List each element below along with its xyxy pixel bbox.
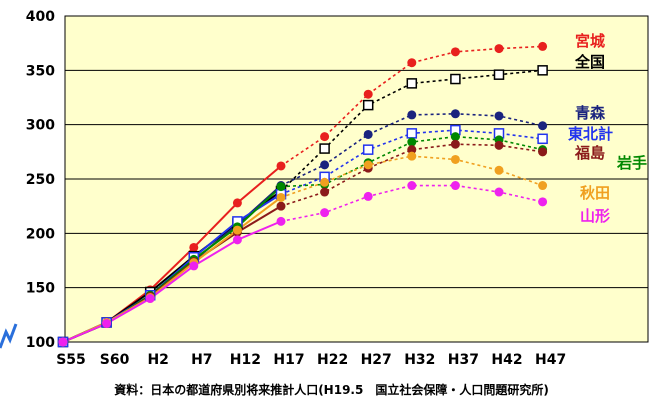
data-point: [407, 145, 417, 155]
x-tick-label: H42: [491, 352, 522, 368]
y-tick-label: 300: [26, 118, 55, 134]
data-point: [407, 110, 417, 120]
series-label: 全国: [574, 53, 605, 71]
data-point: [493, 69, 505, 80]
data-point: [189, 261, 199, 271]
x-tick-label: H12: [230, 352, 261, 368]
data-point: [363, 160, 373, 170]
data-point: [276, 201, 286, 211]
y-tick-label: 250: [26, 172, 55, 188]
series-label: 福島: [574, 144, 605, 162]
series-label: 山形: [580, 207, 610, 225]
x-tick-label: S55: [56, 352, 86, 368]
data-point: [450, 109, 460, 119]
data-point: [363, 191, 373, 201]
y-tick-label: 150: [26, 281, 55, 297]
data-point: [494, 44, 504, 54]
data-point: [232, 198, 242, 208]
data-point: [276, 192, 286, 202]
data-point: [363, 129, 373, 139]
data-point: [362, 99, 374, 111]
x-tick-label: H22: [317, 352, 348, 368]
data-point: [450, 154, 460, 164]
data-point: [102, 319, 112, 329]
series-label: 岩手: [616, 154, 647, 172]
data-point: [450, 139, 460, 149]
data-point: [407, 58, 417, 68]
x-tick-label: H47: [535, 352, 566, 368]
x-tick-label: H27: [361, 352, 392, 368]
data-point: [538, 41, 548, 51]
data-point: [320, 160, 330, 170]
data-point: [494, 140, 504, 150]
data-point: [320, 208, 330, 218]
data-point: [538, 147, 548, 157]
data-point: [276, 216, 286, 226]
data-point: [537, 65, 548, 76]
data-point: [407, 151, 417, 161]
data-point: [450, 47, 460, 57]
data-point: [406, 78, 418, 89]
y-tick-label: 400: [26, 9, 55, 25]
x-tick-label: H37: [448, 352, 479, 368]
data-point: [538, 181, 548, 191]
data-point: [538, 121, 548, 131]
data-point: [232, 225, 242, 235]
data-point: [537, 133, 548, 145]
data-point: [407, 137, 417, 147]
data-point: [320, 177, 330, 187]
data-point: [320, 187, 330, 197]
data-point: [494, 111, 504, 121]
x-tick-label: H17: [273, 352, 304, 368]
data-point: [406, 128, 418, 139]
data-point: [450, 132, 460, 142]
data-point: [276, 161, 286, 171]
data-point: [362, 144, 374, 155]
x-tick-label: H32: [404, 352, 435, 368]
y-tick-label: 100: [26, 335, 55, 351]
data-point: [276, 182, 286, 192]
data-point: [494, 187, 504, 197]
x-tick-label: S60: [100, 352, 130, 368]
y-tick-label: 200: [26, 226, 55, 242]
series-label: 青森: [575, 104, 606, 122]
data-point: [232, 235, 242, 245]
series-label: 東北計: [568, 125, 613, 143]
data-point: [58, 337, 68, 347]
data-point: [145, 294, 155, 304]
series-label: 秋田: [580, 184, 610, 202]
source-note: 資料：日本の都道府県別将来推計人口(H19.5 国立社会保障・人口問題研究所): [114, 383, 549, 397]
y-tick-label: 350: [26, 63, 55, 79]
x-tick-label: H7: [191, 352, 212, 368]
data-point: [407, 181, 417, 191]
data-point: [363, 89, 373, 99]
data-point: [450, 73, 461, 85]
series-line-actual: [62, 220, 282, 343]
data-point: [189, 242, 199, 252]
data-point: [494, 165, 504, 175]
x-tick-label: H2: [147, 352, 168, 368]
data-point: [450, 181, 460, 191]
axis-break-mark: [0, 323, 18, 349]
data-point: [320, 132, 330, 142]
data-point: [538, 197, 548, 207]
data-point: [319, 143, 330, 154]
series-label: 宮城: [575, 32, 605, 50]
